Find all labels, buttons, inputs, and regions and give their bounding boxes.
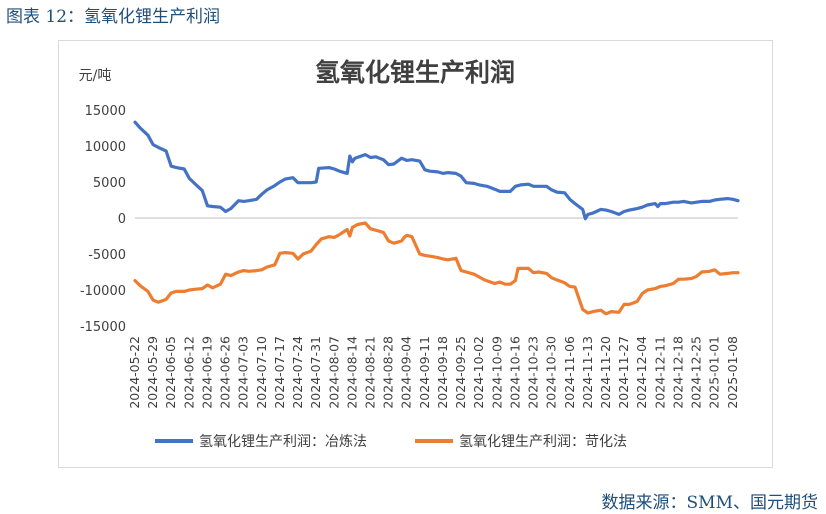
x-tick-label: 2024-07-03 <box>236 336 251 409</box>
y-tick-label: -15000 <box>80 320 126 335</box>
x-tick-label: 2024-11-06 <box>562 336 577 409</box>
legend: 氢氧化锂生产利润：冶炼法 氢氧化锂生产利润：苛化法 <box>155 433 627 450</box>
x-tick-label: 2025-01-01 <box>707 336 722 409</box>
chart-title: 氢氧化锂生产利润 <box>315 58 515 87</box>
y-tick-label: -5000 <box>88 248 126 263</box>
y-tick-labels: -15000 -10000 -5000 0 5000 10000 15000 <box>80 104 126 335</box>
x-tick-label: 2024-09-11 <box>417 336 432 409</box>
x-tick-label: 2024-09-18 <box>435 336 450 409</box>
x-tick-label: 2024-12-11 <box>652 336 667 409</box>
x-tick-label: 2025-01-08 <box>725 336 740 409</box>
x-tick-label: 2024-10-30 <box>544 336 559 409</box>
x-tick-label: 2024-06-26 <box>218 336 233 409</box>
series-line-2 <box>133 221 740 316</box>
x-tick-label: 2024-05-29 <box>145 336 160 409</box>
legend-label-2: 氢氧化锂生产利润：苛化法 <box>459 433 627 450</box>
x-tick-label: 2024-06-12 <box>181 336 196 409</box>
x-tick-label: 2024-10-02 <box>471 336 486 409</box>
y-tick-label: 15000 <box>85 104 126 119</box>
y-tick-label: -10000 <box>80 284 126 299</box>
x-tick-label: 2024-06-19 <box>199 336 214 409</box>
x-tick-labels: 2024-05-22 2024-05-29 2024-06-05 2024-06-12… <box>127 217 740 409</box>
series-layer <box>133 120 740 316</box>
x-tick-label: 2024-12-04 <box>634 336 649 409</box>
x-tick-label: 2024-11-20 <box>598 336 613 409</box>
x-tick-label: 2024-07-10 <box>254 336 269 409</box>
x-tick-label: 2024-09-04 <box>399 336 414 409</box>
chart-frame <box>58 40 773 468</box>
x-tick-label: 2024-08-28 <box>381 336 396 409</box>
x-tick-label: 2024-08-21 <box>363 336 378 409</box>
data-source: 数据来源：SMM、国元期货 <box>601 493 818 513</box>
x-tick-label: 2024-10-23 <box>526 336 541 409</box>
y-axis-label: 元/吨 <box>79 68 112 84</box>
x-tick-label: 2024-12-18 <box>670 336 685 409</box>
x-tick-label: 2024-10-09 <box>489 336 504 409</box>
x-tick-label: 2024-10-16 <box>507 336 522 409</box>
x-tick-label: 2024-07-17 <box>272 336 287 409</box>
x-tick-label: 2024-11-27 <box>616 336 631 409</box>
y-tick-label: 0 <box>118 212 126 227</box>
figure-caption: 图表 12：氢氧化锂生产利润 <box>6 7 221 27</box>
y-tick-label: 10000 <box>85 140 126 155</box>
x-tick-label: 2024-07-24 <box>290 336 305 409</box>
x-tick-label: 2024-05-22 <box>127 336 142 409</box>
x-tick-label: 2024-11-13 <box>580 336 595 409</box>
x-tick-label: 2024-09-25 <box>453 336 468 409</box>
series-line-1 <box>133 120 740 221</box>
x-tick-label: 2024-06-05 <box>163 336 178 409</box>
x-tick-label: 2024-12-25 <box>689 336 704 409</box>
legend-label-1: 氢氧化锂生产利润：冶炼法 <box>199 434 367 450</box>
y-tick-label: 5000 <box>93 176 126 191</box>
x-tick-label: 2024-08-14 <box>344 336 359 409</box>
x-tick-label: 2024-07-31 <box>308 336 323 409</box>
x-tick-label: 2024-08-07 <box>326 336 341 409</box>
